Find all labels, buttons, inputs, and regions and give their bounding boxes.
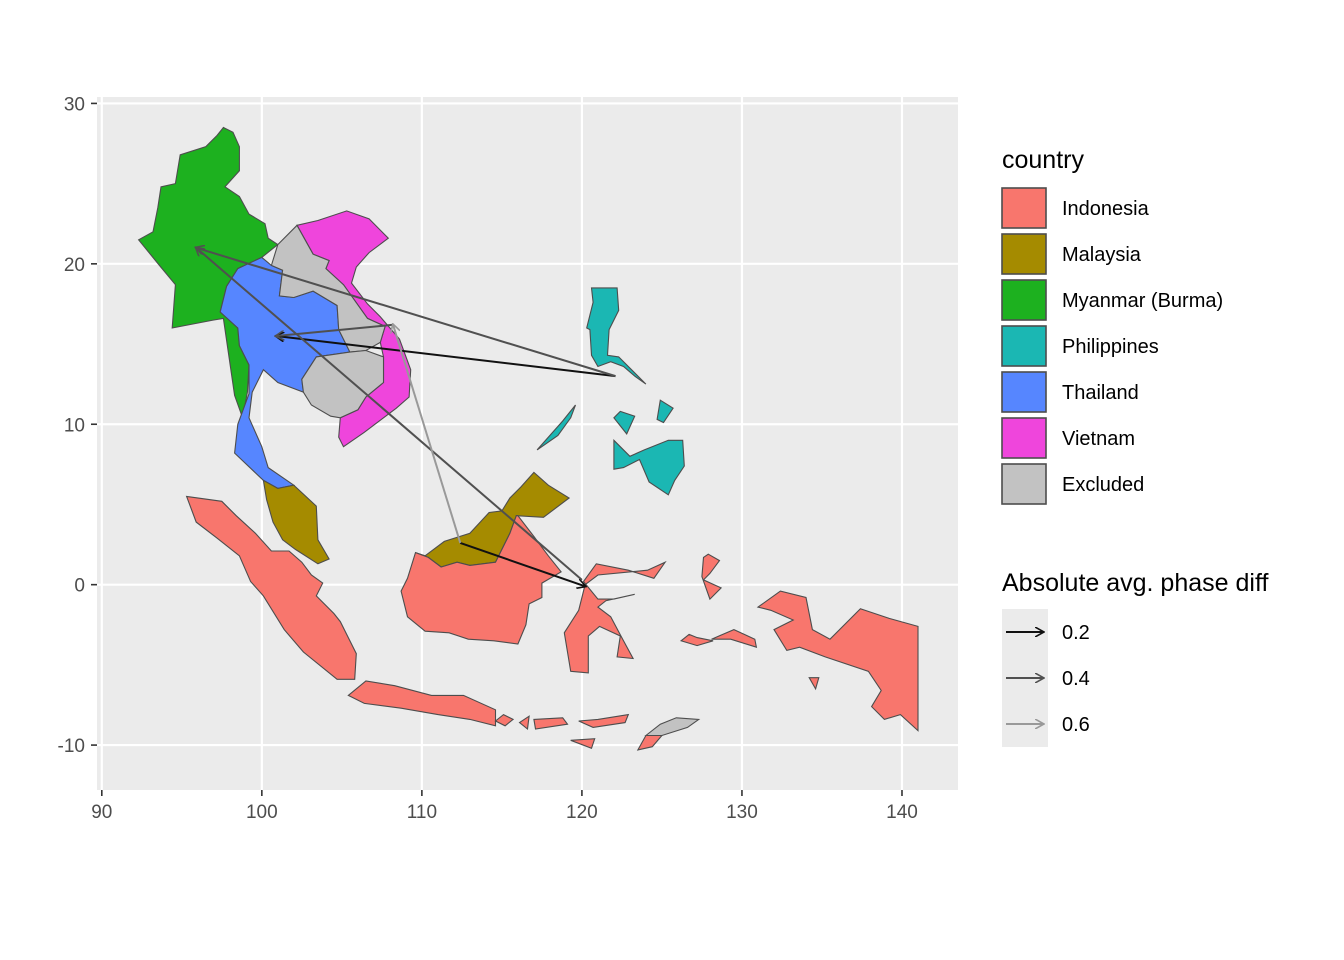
phase-arrow — [393, 325, 462, 544]
region-philippines — [613, 438, 685, 496]
legend-key-swatch — [1001, 279, 1047, 321]
axes: 90 100 110 120 130 140 -10 0 10 20 30 — [58, 94, 918, 823]
region-indonesia — [494, 713, 515, 727]
phase-arrow — [276, 323, 394, 336]
phase-arrow — [196, 248, 616, 378]
region-indonesia — [518, 715, 530, 731]
y-tick-label: 10 — [64, 415, 85, 436]
region-indonesia — [808, 677, 820, 691]
region-excluded — [301, 349, 385, 419]
legend-key-label: Vietnam — [1062, 428, 1135, 450]
legend-key-label: Myanmar (Burma) — [1062, 290, 1223, 312]
region-indonesia — [711, 628, 758, 649]
phase-arrow — [196, 248, 583, 581]
y-tick-label: 20 — [64, 255, 85, 276]
legend-key-swatch — [1001, 463, 1047, 505]
phase-arrow — [276, 336, 616, 378]
phase-arrow — [459, 542, 585, 586]
region-indonesia — [347, 680, 497, 727]
region-philippines — [536, 404, 577, 451]
legend-key-swatch — [1001, 233, 1047, 275]
country-legend-title: country — [1002, 146, 1084, 174]
region-indonesia — [636, 734, 664, 751]
country-legend: country Indonesia Malaysia Myanmar (Burma)… — [1001, 146, 1223, 505]
x-tick-label: 130 — [726, 802, 758, 823]
x-tick-label: 100 — [246, 802, 278, 823]
region-indonesia — [679, 633, 714, 647]
x-tick-label: 110 — [407, 802, 437, 823]
region-philippines — [613, 410, 636, 435]
legend-key-swatch — [1001, 417, 1047, 459]
legend-arrow-label: 0.4 — [1062, 668, 1090, 690]
region-myanmar-burma — [137, 126, 279, 420]
legend-key-label: Philippines — [1062, 336, 1159, 358]
legend-key-label: Thailand — [1062, 382, 1139, 404]
y-tick-label: 30 — [64, 94, 85, 115]
region-indonesia — [563, 560, 667, 674]
legend-arrow-label: 0.2 — [1062, 622, 1090, 644]
legend-arrow-label: 0.6 — [1062, 714, 1090, 736]
region-indonesia — [570, 738, 596, 750]
region-indonesia — [185, 495, 357, 680]
arrow-legend-title: Absolute avg. phase diff — [1002, 569, 1268, 597]
region-indonesia — [578, 713, 630, 728]
arrow-legend: Absolute avg. phase diff 0.2 0.4 0.6 — [1002, 569, 1268, 747]
legend-key-label: Indonesia — [1062, 198, 1150, 220]
region-indonesia — [756, 590, 919, 732]
country-regions — [137, 126, 919, 751]
region-indonesia — [533, 717, 569, 730]
region-philippines — [586, 287, 647, 385]
x-tick-label: 120 — [566, 802, 598, 823]
region-indonesia — [701, 553, 723, 601]
region-malaysia — [262, 479, 330, 565]
legend-key-swatch — [1001, 325, 1047, 367]
legend-key-swatch — [1001, 187, 1047, 229]
legend-key-swatch — [1001, 371, 1047, 413]
y-tick-label: 0 — [74, 576, 85, 597]
legend-key-label: Malaysia — [1062, 244, 1142, 266]
x-tick-label: 90 — [91, 802, 112, 823]
x-tick-label: 140 — [886, 802, 918, 823]
legend-key-label: Excluded — [1062, 474, 1144, 496]
region-indonesia — [400, 515, 562, 645]
region-philippines — [656, 399, 674, 424]
phase-arrows — [196, 248, 616, 586]
y-tick-label: -10 — [58, 736, 85, 757]
